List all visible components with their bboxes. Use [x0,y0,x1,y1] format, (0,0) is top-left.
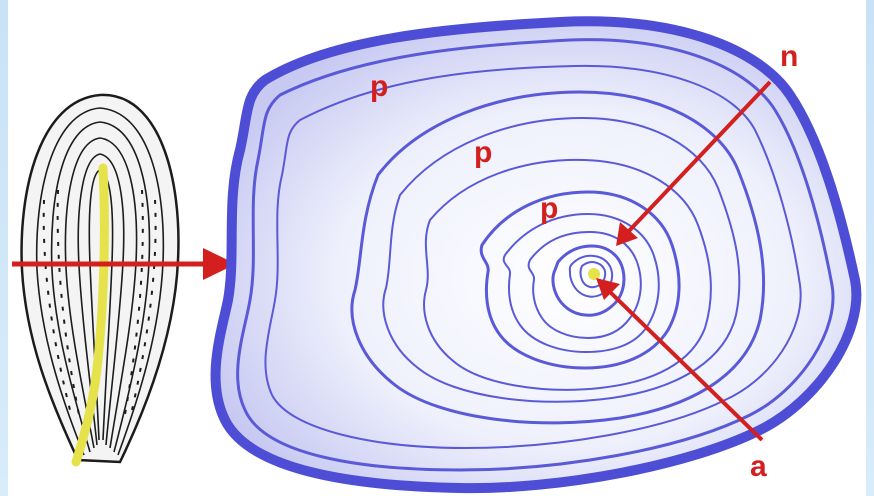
transverse-section [210,16,862,494]
axis-core [588,268,600,280]
axis-strand [71,163,109,467]
label-p-inner: p [540,192,558,225]
section-arrow [12,248,236,280]
label-p-middle: p [474,136,492,169]
transverse-outline [210,16,862,494]
longitudinal-dashes [42,189,157,421]
arrow-n [616,80,772,246]
label-n: n [780,40,798,73]
label-a: a [750,450,767,483]
arrow-a [596,278,764,442]
longitudinal-section [20,93,180,467]
label-p-outer: p [370,70,388,103]
growth-rings [236,38,835,472]
